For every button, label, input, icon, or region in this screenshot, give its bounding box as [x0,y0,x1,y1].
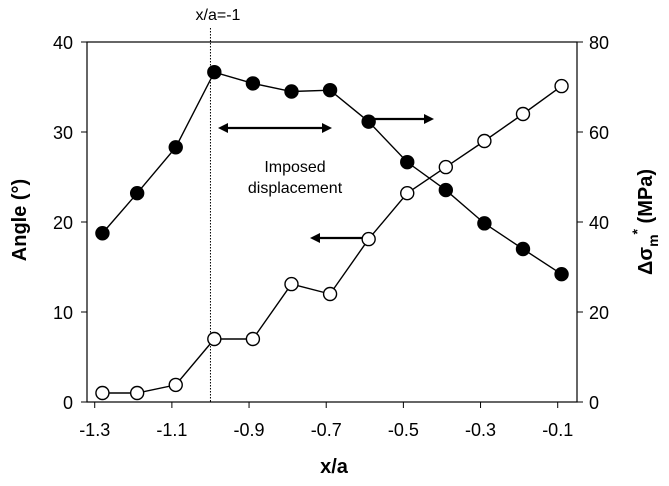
filled-point [554,267,569,282]
y-left-tick-label: 30 [53,123,73,143]
y-right-tick-label: 80 [589,33,609,53]
left-axis-arrow-head [310,233,320,243]
x-axis-title: x/a [320,456,349,478]
open-point [207,331,222,347]
open-point [284,276,299,292]
y-right-tick-label: 40 [589,213,609,233]
series-open-line [102,85,562,394]
filled-point [245,76,261,91]
filled-point [168,140,183,155]
filled-point [129,185,145,201]
y-right-tick-label: 60 [589,123,609,143]
filled-point [284,84,299,99]
open-point [361,231,376,247]
open-point [438,159,454,175]
filled-point [95,226,110,241]
x-tick-label: -0.5 [388,420,419,440]
open-point [322,286,338,302]
series-group [95,64,569,401]
open-point [554,78,569,94]
open-point [477,133,492,149]
filled-point [361,114,376,129]
y-axis-right-title-unit: (MPa) [635,169,657,229]
right-axis-arrow-head [424,114,434,124]
displacement-arrow-right-head [322,123,332,133]
y-axis-right-title-base: Δσ [635,247,657,275]
x-tick-label: -0.1 [542,420,573,440]
y-right-tick-label: 0 [589,393,599,413]
open-point [515,106,531,122]
filled-point [207,64,222,80]
y-left-tick-label: 0 [63,393,73,413]
x-tick-label: -0.9 [234,420,265,440]
x-tick-label: -1.1 [156,420,187,440]
vline-label: x/a=-1 [196,7,241,24]
tick-marks [81,41,583,408]
series-filled-line [101,71,562,275]
filled-point [515,241,531,257]
open-point [245,331,261,347]
arrows-group [218,114,434,243]
filled-point [438,182,454,198]
annotation-imposed: Imposed [264,159,325,176]
x-tick-label: -1.3 [79,420,110,440]
y-left-tick-label: 20 [53,213,73,233]
x-tick-label: -0.3 [465,420,496,440]
open-point [95,385,110,401]
y-left-tick-label: 10 [53,303,73,323]
y-left-tick-label: 40 [53,33,73,53]
x-tick-label: -0.7 [311,420,342,440]
y-right-tick-label: 20 [589,303,609,323]
filled-point [322,82,338,98]
y-axis-right-title: Δσm* (MPa) [629,169,661,275]
open-point [129,385,145,401]
filled-point [400,154,415,170]
y-axis-right-title-sub: m [645,234,661,246]
displacement-arrow-left-head [218,123,228,133]
open-point [400,185,415,201]
tick-labels: -1.3 -1.1 -0.9 -0.7 -0.5 -0.3 -0.1 0 10 20 30 40 0 20… [53,33,609,440]
open-point [168,377,183,393]
filled-point [477,216,492,231]
y-axis-left-title: Angle (°) [9,179,31,261]
y-axis-right-title-sup: * [629,228,645,234]
annotation-displacement: displacement [248,180,343,197]
